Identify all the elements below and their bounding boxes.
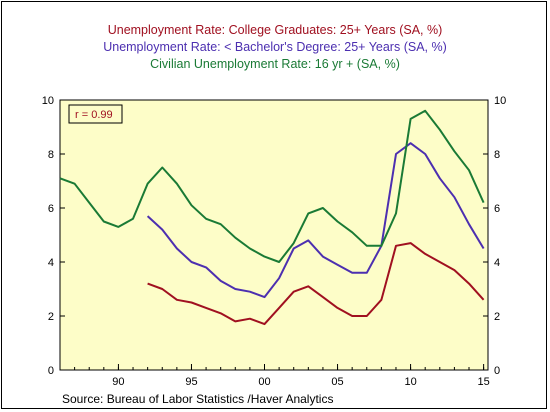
y-tick-label-right: 4 (494, 257, 500, 269)
x-tick-label: 95 (185, 376, 197, 388)
source-note: Source: Bureau of Labor Statistics /Have… (62, 392, 334, 406)
series-line-1 (146, 142, 485, 299)
correlation-annotation: r = 0.99 (75, 109, 113, 121)
x-tick-label: 10 (404, 376, 416, 388)
series-line-2 (59, 109, 485, 263)
y-tick-label-right: 2 (494, 311, 500, 323)
y-tick-label-right: 0 (494, 365, 500, 377)
annotation-box (68, 104, 123, 124)
x-tick-label: 90 (112, 376, 124, 388)
plot-area (59, 99, 489, 371)
y-tick-label-right: 8 (494, 149, 500, 161)
y-tick-label-left: 6 (48, 203, 54, 215)
y-tick-label-left: 10 (42, 95, 54, 107)
y-tick-label-left: 4 (48, 257, 54, 269)
y-tick-label-left: 0 (48, 365, 54, 377)
y-tick-label-right: 6 (494, 203, 500, 215)
x-tick-label: 00 (258, 376, 270, 388)
x-tick-label: 05 (331, 376, 343, 388)
chart-title-college-graduates: Unemployment Rate: College Graduates: 25… (107, 23, 443, 37)
chart-title-civilian: Civilian Unemployment Rate: 16 yr + (SA,… (150, 57, 400, 71)
y-tick-label-left: 8 (48, 149, 54, 161)
series-line-0 (147, 242, 485, 326)
y-tick-label-left: 2 (48, 311, 54, 323)
chart-title-less-than-bachelors: Unemployment Rate: < Bachelor's Degree: … (103, 40, 447, 54)
x-tick-label: 15 (477, 376, 489, 388)
y-tick-label-right: 10 (494, 95, 506, 107)
